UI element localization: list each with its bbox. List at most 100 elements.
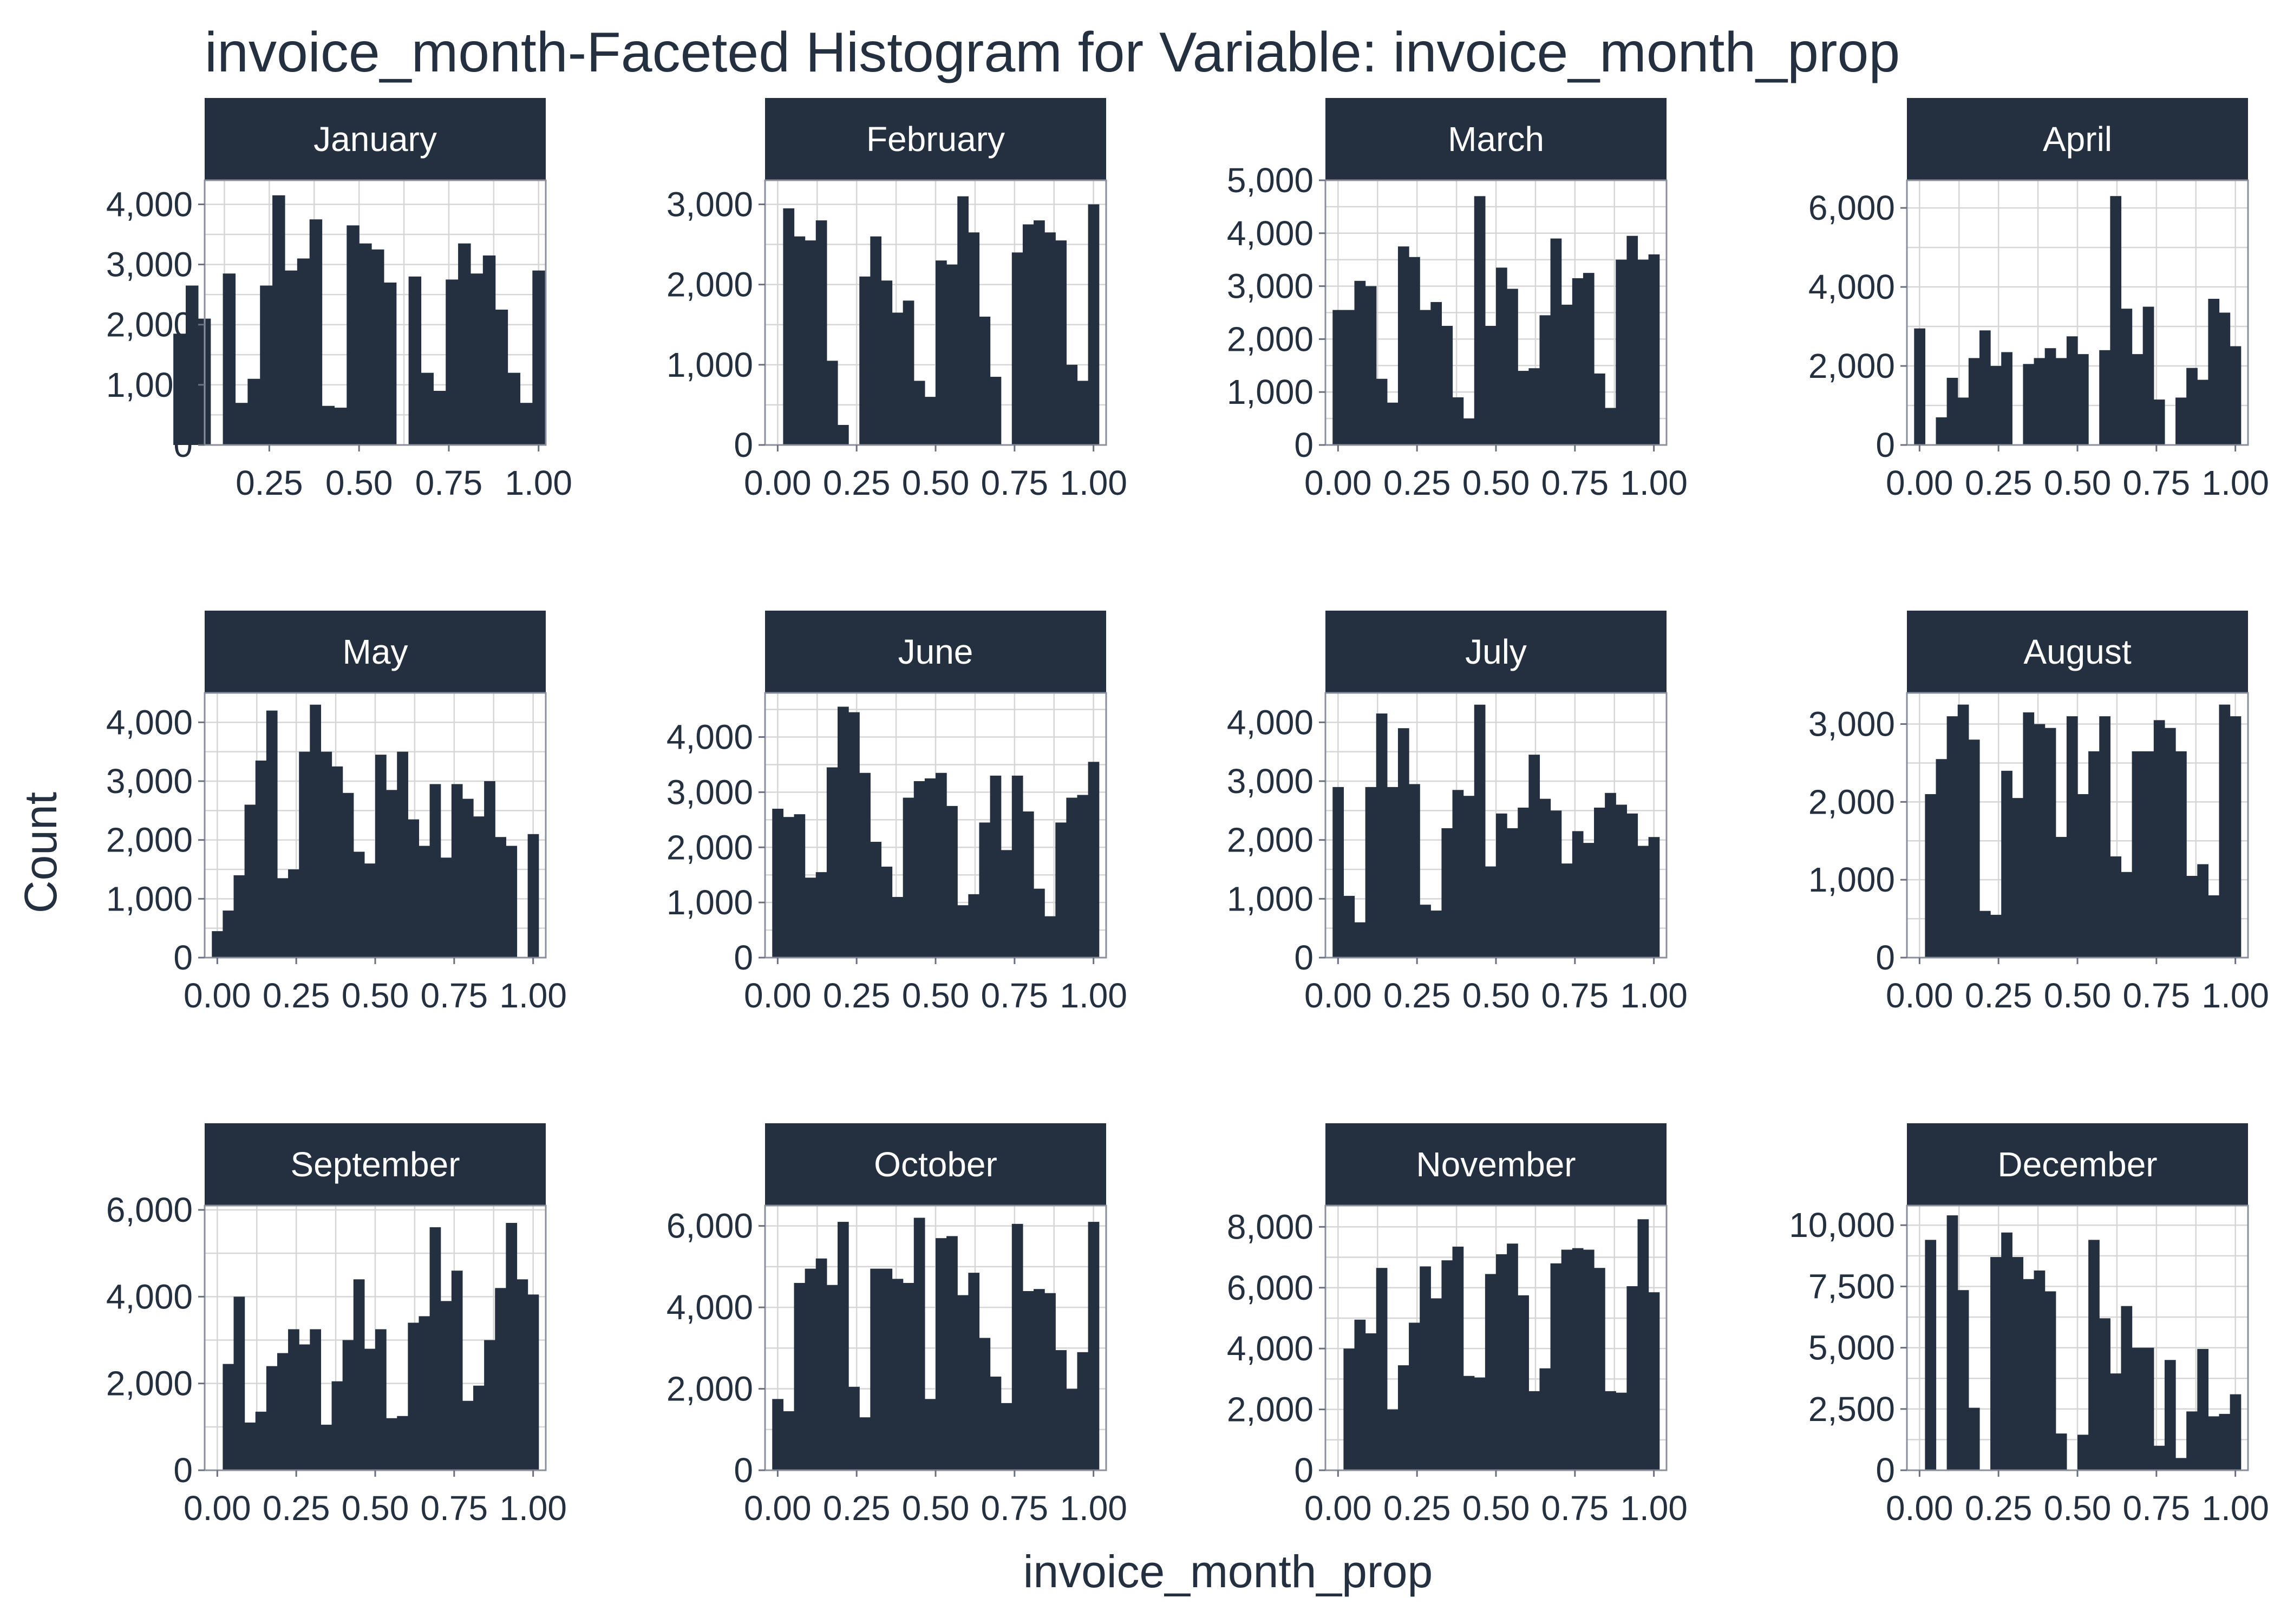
histogram-bar <box>451 784 463 958</box>
histogram-bar <box>815 220 827 445</box>
histogram-bar <box>429 784 441 958</box>
histogram-bar <box>1616 1392 1627 1470</box>
strip-label-october: October <box>874 1145 997 1184</box>
histogram-bar <box>1441 1260 1453 1470</box>
x-tick-label: 0.75 <box>981 1489 1049 1528</box>
histogram-bar <box>2001 352 2012 445</box>
x-tick-label: 0.50 <box>2044 976 2112 1015</box>
histogram-bar <box>1637 259 1649 445</box>
x-tick-label: 0.50 <box>1462 976 1530 1015</box>
histogram-bar <box>495 837 506 958</box>
x-tick-label: 0.25 <box>1965 1489 2033 1528</box>
y-axis-title: Count <box>15 792 66 913</box>
x-tick-label: 0.25 <box>1965 463 2033 502</box>
histogram-bar <box>2175 397 2187 445</box>
histogram-bar <box>247 378 260 445</box>
y-tick-label: 2,000 <box>1808 346 1895 385</box>
x-tick-label: 0.00 <box>1886 976 1953 1015</box>
histogram-bar <box>815 872 827 958</box>
histogram-bar <box>2186 1411 2198 1470</box>
panel-february: February 0 1,000 2,000 3,000 0.00 0.25 0.50 0.75… <box>666 98 1127 502</box>
x-tick-label: 0.00 <box>744 463 812 502</box>
y-tick-label: 4,000 <box>666 718 753 757</box>
histogram-bar <box>957 1295 969 1470</box>
histogram-bar <box>1637 1219 1649 1470</box>
x-tick-label: 1.00 <box>1620 976 1688 1015</box>
histogram-bar <box>1616 259 1627 445</box>
histogram-bar <box>1583 1249 1595 1470</box>
y-tick-label: 2,000 <box>106 305 193 344</box>
histogram-bar <box>1343 1348 1355 1470</box>
histogram-bar <box>1066 1389 1078 1470</box>
panel-frame <box>204 179 547 446</box>
histogram-bar <box>1430 1298 1442 1470</box>
histogram-bar <box>1979 330 1991 445</box>
histogram-bar <box>892 312 904 445</box>
histogram-bar <box>375 1329 387 1470</box>
histogram-bar <box>2055 1433 2067 1470</box>
histogram-bar <box>2012 1257 2024 1470</box>
histogram-bar <box>1990 366 2002 445</box>
histogram-bar <box>2023 712 2035 958</box>
histogram-bar <box>924 778 936 958</box>
histogram-bar <box>1354 922 1366 958</box>
facet-panels: January 0 1,000 2,000 3,000 4,000 0.25 0.50 0.75… <box>106 98 2269 1528</box>
histogram-bar <box>794 814 806 958</box>
histogram-bar <box>1485 866 1497 958</box>
histogram-bar <box>1409 257 1420 445</box>
x-tick-label: 0.75 <box>981 463 1049 502</box>
y-tick-label: 4,000 <box>106 703 193 742</box>
y-tick-label: 0 <box>1294 938 1314 977</box>
histogram-bar <box>484 1340 495 1470</box>
histogram-bar <box>903 797 914 958</box>
histogram-bar <box>924 397 936 445</box>
y-tick-label: 0 <box>734 1451 753 1490</box>
histogram-bar <box>1001 1403 1012 1470</box>
histogram-bar <box>1572 831 1584 958</box>
histogram-bar <box>408 276 422 445</box>
x-tick-label: 0.75 <box>1541 976 1609 1015</box>
histogram-bar <box>924 1399 936 1470</box>
histogram-bar <box>1034 1289 1045 1470</box>
histogram-bar <box>1990 914 2002 958</box>
x-tick-label: 0.75 <box>421 976 488 1015</box>
histogram-bar <box>2099 350 2110 445</box>
strip-july <box>1325 611 1667 693</box>
histogram-bar <box>2034 358 2046 445</box>
histogram-bar <box>433 390 446 445</box>
strip-label-may: May <box>343 632 408 671</box>
strip-label-december: December <box>1997 1145 2157 1184</box>
strip-label-june: June <box>898 632 973 671</box>
y-tick-label: 1,000 <box>1227 372 1314 411</box>
histogram-bar <box>1968 1407 1980 1470</box>
histogram-bar <box>1397 728 1409 958</box>
histogram-bar <box>1925 1240 1937 1470</box>
histogram-bar <box>968 1273 980 1470</box>
histogram-bar <box>297 258 310 445</box>
histogram-bar <box>272 195 285 445</box>
histogram-bar <box>1605 408 1616 445</box>
x-tick-label: 1.00 <box>1620 463 1688 502</box>
histogram-bar <box>1077 795 1089 958</box>
histogram-bar <box>2142 1347 2154 1470</box>
histogram-bar <box>2099 716 2110 958</box>
y-tick-label: 2,000 <box>1808 782 1895 821</box>
histogram-bar <box>957 905 969 958</box>
histogram-bar <box>1539 1368 1551 1470</box>
y-tick-label: 2,000 <box>106 821 193 860</box>
x-tick-label: 0.00 <box>744 976 812 1015</box>
histogram-bar <box>2208 1416 2220 1470</box>
histogram-bar <box>353 1279 365 1470</box>
histogram-bar <box>482 255 496 445</box>
y-tick-label: 2,000 <box>1227 821 1314 860</box>
histogram-bar <box>772 808 783 958</box>
y-tick-label: 0 <box>1876 1451 1895 1490</box>
histogram-bar <box>1055 240 1067 445</box>
histogram-bar <box>1011 775 1023 958</box>
y-tick-label: 2,000 <box>666 1370 753 1409</box>
histogram-bar <box>936 1238 947 1470</box>
histogram-bar <box>484 781 495 958</box>
histogram-bar <box>440 1301 452 1470</box>
histogram-bar <box>1077 381 1089 445</box>
histogram-bar <box>321 1424 332 1470</box>
